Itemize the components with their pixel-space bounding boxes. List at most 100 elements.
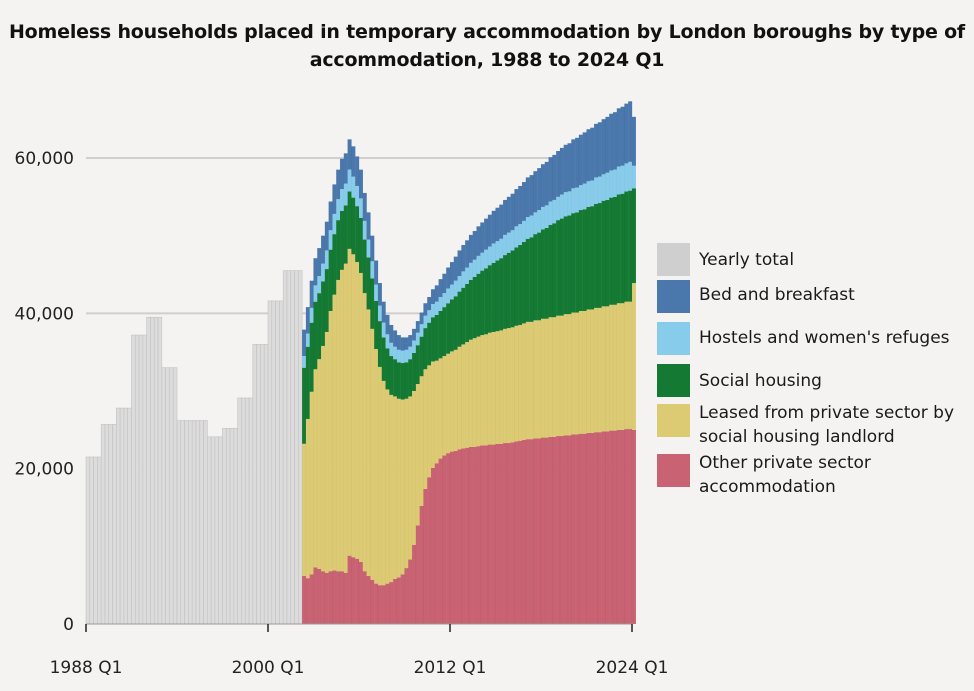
bar-segment-other-private: [362, 571, 367, 624]
legend-swatch-social-housing: [657, 364, 690, 397]
bar-segment-hostels: [317, 276, 322, 294]
bar-segment-bed-breakfast: [309, 280, 314, 308]
bar-segment-social-housing: [616, 194, 621, 304]
bar-segment-other-private: [537, 438, 542, 624]
bar-segment-hostels: [374, 284, 379, 301]
bar-yearly-total: [267, 300, 273, 625]
bar-segment-bed-breakfast: [461, 244, 466, 272]
bar-segment-leased-social: [313, 369, 318, 568]
bar-segment-social-housing: [302, 367, 307, 444]
bar-segment-leased-social: [396, 398, 401, 578]
bar-segment-bed-breakfast: [434, 285, 439, 302]
bar-segment-leased-social: [393, 396, 398, 579]
bar-segment-other-private: [450, 451, 454, 624]
bar-segment-social-housing: [578, 210, 583, 312]
bar-segment-leased-social: [578, 311, 583, 434]
bar-segment-hostels: [559, 194, 564, 219]
bar-segment-leased-social: [362, 293, 367, 572]
bar-segment-bed-breakfast: [385, 314, 390, 335]
bar-segment-other-private: [525, 439, 530, 624]
bar-segment-hostels: [491, 243, 496, 263]
bar-yearly-total: [89, 456, 94, 625]
bar-segment-other-private: [400, 574, 405, 624]
bar-yearly-total: [256, 344, 261, 625]
bar-yearly-total: [184, 420, 189, 625]
bar-segment-leased-social: [597, 307, 602, 433]
x-tick-label: 2000 Q1: [232, 658, 305, 678]
bar-segment-hostels: [324, 250, 329, 270]
legend-swatch-bed-and-breakfast: [657, 280, 690, 313]
bar-segment-hostels: [480, 252, 485, 271]
bar-segment-other-private: [499, 443, 504, 624]
bar-segment-other-private: [396, 577, 401, 624]
bar-segment-hostels: [309, 307, 314, 323]
bar-segment-bed-breakfast: [575, 137, 580, 188]
bar-segment-leased-social: [559, 315, 564, 437]
bar-yearly-total: [225, 427, 231, 625]
bar-segment-hostels: [412, 340, 417, 353]
bar-segment-bed-breakfast: [559, 147, 564, 195]
bar-segment-leased-social: [541, 318, 545, 438]
bar-segment-hostels: [465, 267, 470, 284]
bar-segment-leased-social: [586, 309, 591, 433]
bar-yearly-total: [207, 436, 212, 625]
bar-segment-social-housing: [317, 293, 322, 360]
bar-segment-hostels: [620, 165, 625, 194]
bar-yearly-total: [252, 344, 257, 625]
bar-segment-hostels: [624, 163, 629, 192]
bar-segment-hostels: [476, 255, 481, 274]
bar-segment-bed-breakfast: [613, 112, 617, 170]
bar-yearly-total: [142, 334, 147, 625]
bar-segment-leased-social: [472, 338, 477, 447]
bar-segment-other-private: [476, 446, 481, 624]
bar-yearly-total: [214, 436, 220, 625]
bar-segment-hostels: [537, 210, 542, 233]
bar-segment-hostels: [616, 166, 621, 195]
bar-segment-hostels: [541, 206, 545, 230]
bar-segment-social-housing: [465, 283, 470, 343]
bar-yearly-total: [180, 420, 185, 625]
bar-segment-social-housing: [427, 322, 432, 366]
bar-segment-leased-social: [552, 317, 557, 437]
bar-segment-bed-breakfast: [495, 207, 500, 242]
bar-segment-social-housing: [324, 269, 329, 332]
bar-segment-other-private: [506, 443, 511, 624]
bar-yearly-total: [237, 397, 242, 625]
bar-segment-bed-breakfast: [332, 184, 337, 214]
bar-segment-bed-breakfast: [632, 116, 636, 166]
bar-segment-social-housing: [544, 227, 549, 319]
bar-yearly-total: [138, 334, 144, 625]
bar-segment-social-housing: [476, 273, 481, 337]
bar-segment-hostels: [582, 183, 587, 210]
legend-label-bed-and-breakfast: Bed and breakfast: [699, 285, 855, 305]
bar-segment-social-housing: [541, 229, 545, 319]
y-tick-label: 40,000: [15, 304, 74, 324]
bar-segment-hostels: [597, 176, 602, 204]
legend-swatch-hostels: [657, 322, 690, 355]
bar-segment-bed-breakfast: [506, 196, 511, 233]
bar-segment-social-housing: [321, 281, 326, 346]
bar-yearly-total: [229, 427, 235, 625]
bar-segment-leased-social: [305, 418, 310, 579]
bar-segment-other-private: [632, 429, 636, 624]
bar-segment-other-private: [408, 559, 413, 624]
bar-segment-leased-social: [450, 351, 454, 452]
bar-segment-other-private: [522, 439, 526, 624]
bar-segment-social-housing: [563, 216, 568, 315]
bar-segment-hostels: [605, 172, 610, 200]
bar-segment-other-private: [594, 432, 599, 624]
bar-segment-bed-breakfast: [510, 193, 515, 231]
bar-yearly-total: [271, 300, 276, 625]
bar-segment-leased-social: [408, 396, 413, 560]
bar-segment-bed-breakfast: [404, 337, 409, 350]
bar-segment-bed-breakfast: [450, 262, 454, 285]
bar-yearly-total: [195, 420, 201, 625]
bar-yearly-total: [146, 316, 151, 625]
legend-label-yearly-total: Yearly total: [699, 250, 795, 270]
bar-segment-bed-breakfast: [400, 337, 405, 351]
bar-segment-other-private: [305, 578, 310, 624]
bar-segment-other-private: [412, 544, 417, 624]
bar-segment-leased-social: [468, 339, 473, 447]
legend-item-hostels: Hostels and women's refuges: [657, 322, 950, 355]
bar-segment-other-private: [351, 557, 356, 624]
